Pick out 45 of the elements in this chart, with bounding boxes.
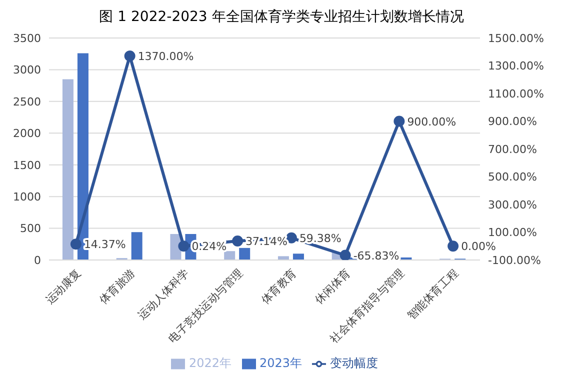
y2-tick-label: -100.00%	[488, 254, 541, 267]
legend-label: 2022年	[188, 356, 232, 370]
bar	[292, 254, 304, 260]
point	[448, 240, 459, 252]
y2-tick-label: 500.00%	[488, 170, 537, 184]
y2-tick-label: 900.00%	[488, 115, 537, 128]
data-label: 900.00%	[407, 115, 456, 128]
point	[124, 50, 136, 62]
x-tick-label: 体育旅游	[97, 266, 138, 307]
data-label: 1370.00%	[138, 50, 194, 64]
y-tick-label: 1500	[13, 158, 41, 172]
y2-tick-label: 1300.00%	[488, 60, 544, 73]
data-label: 0.00%	[461, 240, 496, 254]
x-tick-label: 运动康复	[43, 266, 84, 307]
y2-tick-label: 700.00%	[488, 142, 537, 156]
y-tick-label: 500	[20, 222, 41, 236]
chart-title: 图 1 2022-2023 年全国体育学类专业招生计划数增长情况	[98, 8, 465, 27]
x-tick-label: 智能体育工程	[404, 266, 461, 322]
y2-tick-label: 300.00%	[488, 198, 537, 212]
data-label: -65.83%	[353, 249, 400, 262]
data-label: 59.38%	[299, 232, 342, 245]
legend-label: 2023年	[260, 356, 302, 370]
y-tick-label: 0	[34, 254, 41, 267]
y2-tick-label: 1500.00%	[488, 32, 544, 45]
bar	[62, 79, 74, 260]
y-tick-label: 2000	[13, 127, 41, 140]
bar	[131, 232, 142, 260]
x-tick-label: 休闲体育	[312, 266, 353, 307]
point	[286, 232, 297, 244]
y2-tick-label: 1100.00%	[488, 87, 544, 100]
y-tick-label: 3000	[13, 64, 41, 77]
point	[70, 238, 82, 250]
bar	[224, 251, 236, 260]
bar	[239, 248, 250, 260]
y2-tick-label: 100.00%	[488, 226, 537, 240]
point	[394, 116, 405, 127]
x-tick-label: 体育教育	[258, 266, 300, 307]
legend-label: 变动幅度	[330, 356, 378, 370]
y-tick-label: 1000	[13, 190, 41, 204]
point	[340, 250, 351, 260]
y-tick-label: 3500	[13, 32, 41, 45]
point	[232, 235, 244, 246]
point	[178, 240, 190, 252]
bar	[278, 256, 289, 260]
y-tick-label: 2500	[13, 95, 41, 108]
